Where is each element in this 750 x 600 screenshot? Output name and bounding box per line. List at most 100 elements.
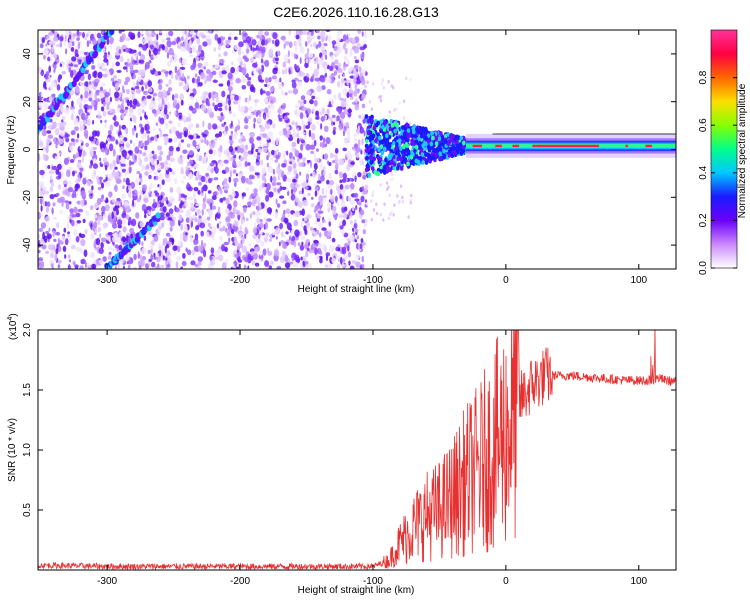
spectrogram-noise-blob xyxy=(151,150,155,154)
spectrogram-noise-blob xyxy=(315,110,320,116)
spectrogram-noise-blob xyxy=(361,103,366,109)
spectrogram-noise-blob xyxy=(109,36,114,45)
spectrogram-noise-blob xyxy=(357,139,361,147)
spectrogram-noise-blob xyxy=(298,152,303,159)
spectrogram-noise-blob xyxy=(202,201,207,210)
spectrogram-noise-blob xyxy=(42,124,47,130)
spectrogram-noise-blob xyxy=(252,62,258,68)
spectrogram-noise-blob xyxy=(64,184,67,188)
spectrogram-carrier-point xyxy=(459,151,464,156)
spectrogram-noise-blob xyxy=(47,165,51,169)
spectrogram-noise-blob xyxy=(132,98,138,106)
spectrogram-noise-blob xyxy=(129,99,133,108)
spectrogram-noise-blob xyxy=(340,256,343,265)
spectrogram-noise-blob xyxy=(209,106,213,111)
spectrogram-noise-blob xyxy=(133,49,137,53)
spectrogram-noise-blob xyxy=(244,161,248,168)
spectrogram-noise-blob xyxy=(71,41,75,47)
spectrogram-noise-blob xyxy=(126,37,131,42)
spectrogram-noise-blob xyxy=(119,139,125,145)
spectrogram-noise-blob xyxy=(229,211,234,216)
spectrogram-noise-blob xyxy=(204,137,207,145)
spectrogram-noise-blob xyxy=(158,32,163,36)
spectrogram-noise-blob xyxy=(301,31,308,35)
spectrogram-noise-blob xyxy=(260,108,265,113)
spectrogram-noise-blob xyxy=(187,116,191,123)
spectrogram-noise-blob xyxy=(126,88,130,95)
spectrogram-noise-blob xyxy=(160,109,165,117)
spectrogram-noise-blob xyxy=(285,231,289,235)
spectrogram-carrier-point xyxy=(385,124,389,129)
spectrogram-noise-blob xyxy=(310,150,315,154)
spectrogram-noise-blob xyxy=(169,187,174,193)
spectrogram-noise-blob xyxy=(126,261,129,265)
spectrogram-noise-blob xyxy=(225,197,230,205)
spectrogram-noise-blob xyxy=(103,54,108,60)
spectrogram-noise-blob xyxy=(117,219,123,226)
spectrogram-noise-blob xyxy=(195,145,201,150)
spectrogram-noise-blob xyxy=(274,79,280,84)
spectrogram-noise-blob xyxy=(164,104,168,110)
spectrogram-noise-blob xyxy=(178,74,181,81)
spectrogram-noise-blob xyxy=(243,206,247,213)
spectrogram-noise-blob xyxy=(119,240,123,246)
spectrogram-noise-blob xyxy=(325,35,329,39)
spectrogram-noise-blob xyxy=(150,136,155,141)
spectrogram-noise-blob xyxy=(348,251,351,258)
spectrogram-noise-blob xyxy=(75,265,79,269)
spectrogram-noise-blob xyxy=(338,122,344,129)
spectrogram-carrier-point xyxy=(396,165,400,171)
spectrogram-noise-blob xyxy=(313,152,316,161)
spectrogram-noise-blob xyxy=(348,82,351,89)
spectrogram-noise-blob xyxy=(212,79,218,84)
spectrogram-noise-blob xyxy=(128,185,132,191)
spectrogram-noise-blob xyxy=(188,216,193,223)
spectrogram-noise-blob xyxy=(281,69,286,75)
spectrogram-noise-blob xyxy=(401,199,405,204)
spectrogram-noise-blob xyxy=(316,148,319,152)
spectrogram-noise-blob xyxy=(398,101,401,105)
spectrogram-carrier-point xyxy=(396,149,400,155)
spectrogram-noise-blob xyxy=(372,208,376,212)
spectrogram-noise-blob xyxy=(263,97,269,103)
spectrogram-noise-blob xyxy=(304,41,308,47)
spectrogram-noise-blob xyxy=(276,166,279,175)
spectrogram-noise-blob xyxy=(308,121,311,128)
snr-x-tick-label: 0 xyxy=(503,576,509,587)
spectrogram-noise-blob xyxy=(124,80,128,86)
spectrogram-noise-blob xyxy=(338,92,341,100)
spectrogram-noise-blob xyxy=(88,97,93,102)
spectrogram-noise-blob xyxy=(303,216,308,222)
spectrogram-noise-blob xyxy=(321,141,325,149)
spectrogram-noise-blob xyxy=(190,260,196,266)
spectrogram-noise-blob xyxy=(285,208,291,215)
spectrogram-noise-blob xyxy=(273,249,280,257)
spectrogram-carrier-point xyxy=(384,157,388,163)
spectrogram-noise-blob xyxy=(173,251,177,256)
spectrogram-noise-blob xyxy=(130,233,133,239)
spectrogram-noise-blob xyxy=(39,140,44,148)
spectrogram-noise-blob xyxy=(235,173,238,177)
spectrogram-noise-blob xyxy=(104,146,108,154)
spectrogram-noise-blob xyxy=(286,126,290,130)
spectrogram-noise-blob xyxy=(299,171,302,176)
spectrogram-noise-blob xyxy=(168,208,174,215)
spectrogram-noise-blob xyxy=(248,174,254,180)
spectrogram-noise-blob xyxy=(215,162,218,168)
spectrogram-noise-blob xyxy=(165,122,169,129)
spectrogram-noise-blob xyxy=(334,50,340,57)
spectrogram-noise-blob xyxy=(121,124,127,130)
spectrogram-noise-blob xyxy=(234,181,237,188)
spectrogram-noise-blob xyxy=(38,257,44,262)
spectrogram-noise-blob xyxy=(105,180,111,187)
spectrogram-noise-blob xyxy=(125,214,130,220)
spectrogram-noise-blob xyxy=(121,212,127,219)
spectrogram-noise-blob xyxy=(205,179,208,184)
spectrogram-noise-blob xyxy=(179,69,182,74)
spectrogram-noise-blob xyxy=(338,247,341,252)
spectrogram-noise-blob xyxy=(359,158,365,166)
spectrogram-noise-blob xyxy=(354,59,360,64)
spectrogram-noise-blob xyxy=(202,134,208,138)
spectrogram-noise-blob xyxy=(313,163,318,170)
spectrogram-noise-blob xyxy=(303,225,307,232)
